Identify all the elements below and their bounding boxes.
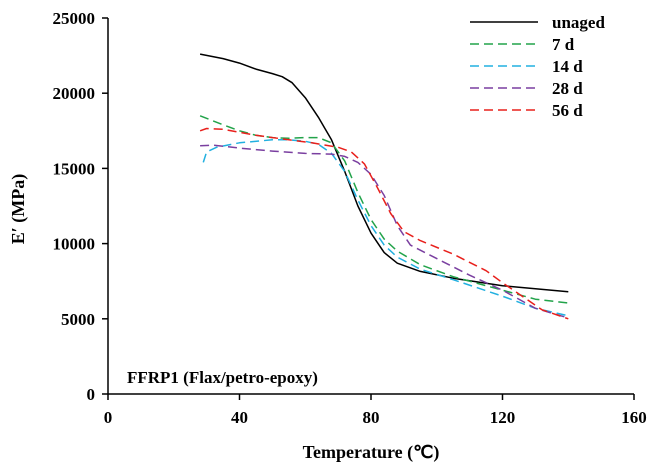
series-line-28d (200, 144, 569, 319)
x-tick-label: 120 (490, 408, 516, 427)
y-tick-label: 15000 (53, 159, 96, 178)
x-axis-title: Temperature (℃) (303, 442, 440, 463)
series-line-14d (202, 139, 569, 317)
series-lines (199, 53, 569, 320)
legend: unaged 7 d 14 d 28 d 56 d (470, 13, 605, 120)
y-ticks: 0 5000 10000 15000 20000 25000 (53, 9, 108, 404)
x-tick-label: 40 (231, 408, 248, 427)
legend-label: 56 d (552, 101, 583, 120)
chart-annotation: FFRP1 (Flax/petro-epoxy) (127, 368, 318, 387)
y-tick-label: 0 (87, 385, 96, 404)
x-tick-label: 160 (621, 408, 647, 427)
y-tick-label: 20000 (53, 84, 96, 103)
x-tick-label: 80 (363, 408, 380, 427)
series-line-unaged (199, 53, 569, 293)
x-tick-label: 0 (104, 408, 113, 427)
y-tick-label: 5000 (61, 310, 95, 329)
y-tick-label: 10000 (53, 235, 96, 254)
y-axis-title: E′ (MPa) (8, 174, 29, 245)
legend-label: 28 d (552, 79, 583, 98)
series-line-7d (199, 115, 569, 304)
series-line-56d (199, 127, 569, 320)
y-tick-label: 25000 (53, 9, 96, 28)
legend-label: unaged (552, 13, 605, 32)
legend-label: 14 d (552, 57, 583, 76)
x-ticks: 0 40 80 120 160 (104, 394, 647, 427)
legend-label: 7 d (552, 35, 575, 54)
